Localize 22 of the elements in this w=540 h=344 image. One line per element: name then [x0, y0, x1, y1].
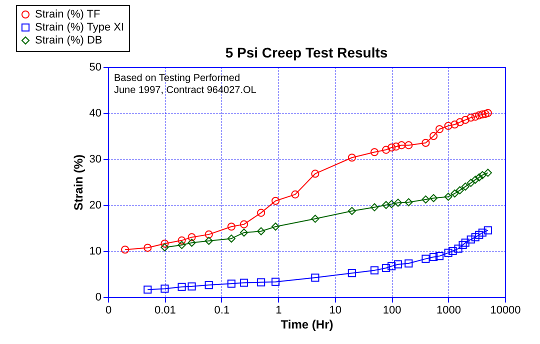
x-tick-label: 100 — [382, 304, 402, 316]
y-tick-label: 40 — [89, 108, 102, 120]
x-tick-label: 1 — [276, 304, 282, 316]
x-tick-label: 1000 — [436, 304, 462, 316]
legend-label: Strain (%) Type XI — [35, 22, 124, 34]
legend-label: Strain (%) TF — [35, 8, 100, 20]
y-tick-label: 20 — [89, 200, 102, 212]
x-tick-label: 0.1 — [214, 304, 230, 316]
x-tick-label: 0 — [105, 304, 112, 316]
y-tick-label: 0 — [95, 292, 102, 304]
chart-title: 5 Psi Creep Test Results — [225, 44, 388, 60]
x-tick-label: 0.01 — [154, 304, 176, 316]
y-tick-label: 50 — [89, 62, 102, 74]
y-tick-label: 10 — [89, 246, 102, 258]
x-tick-label: 10 — [329, 304, 342, 316]
annotation: Based on Testing Performed — [114, 73, 240, 84]
y-tick-label: 30 — [89, 154, 102, 166]
y-axis-title: Strain (%) — [71, 154, 86, 211]
legend-label: Strain (%) DB — [35, 34, 102, 46]
x-axis-title: Time (Hr) — [280, 318, 334, 332]
x-tick-label: 10000 — [490, 304, 521, 316]
annotation: June 1997, Contract 964027.OL — [114, 85, 257, 96]
